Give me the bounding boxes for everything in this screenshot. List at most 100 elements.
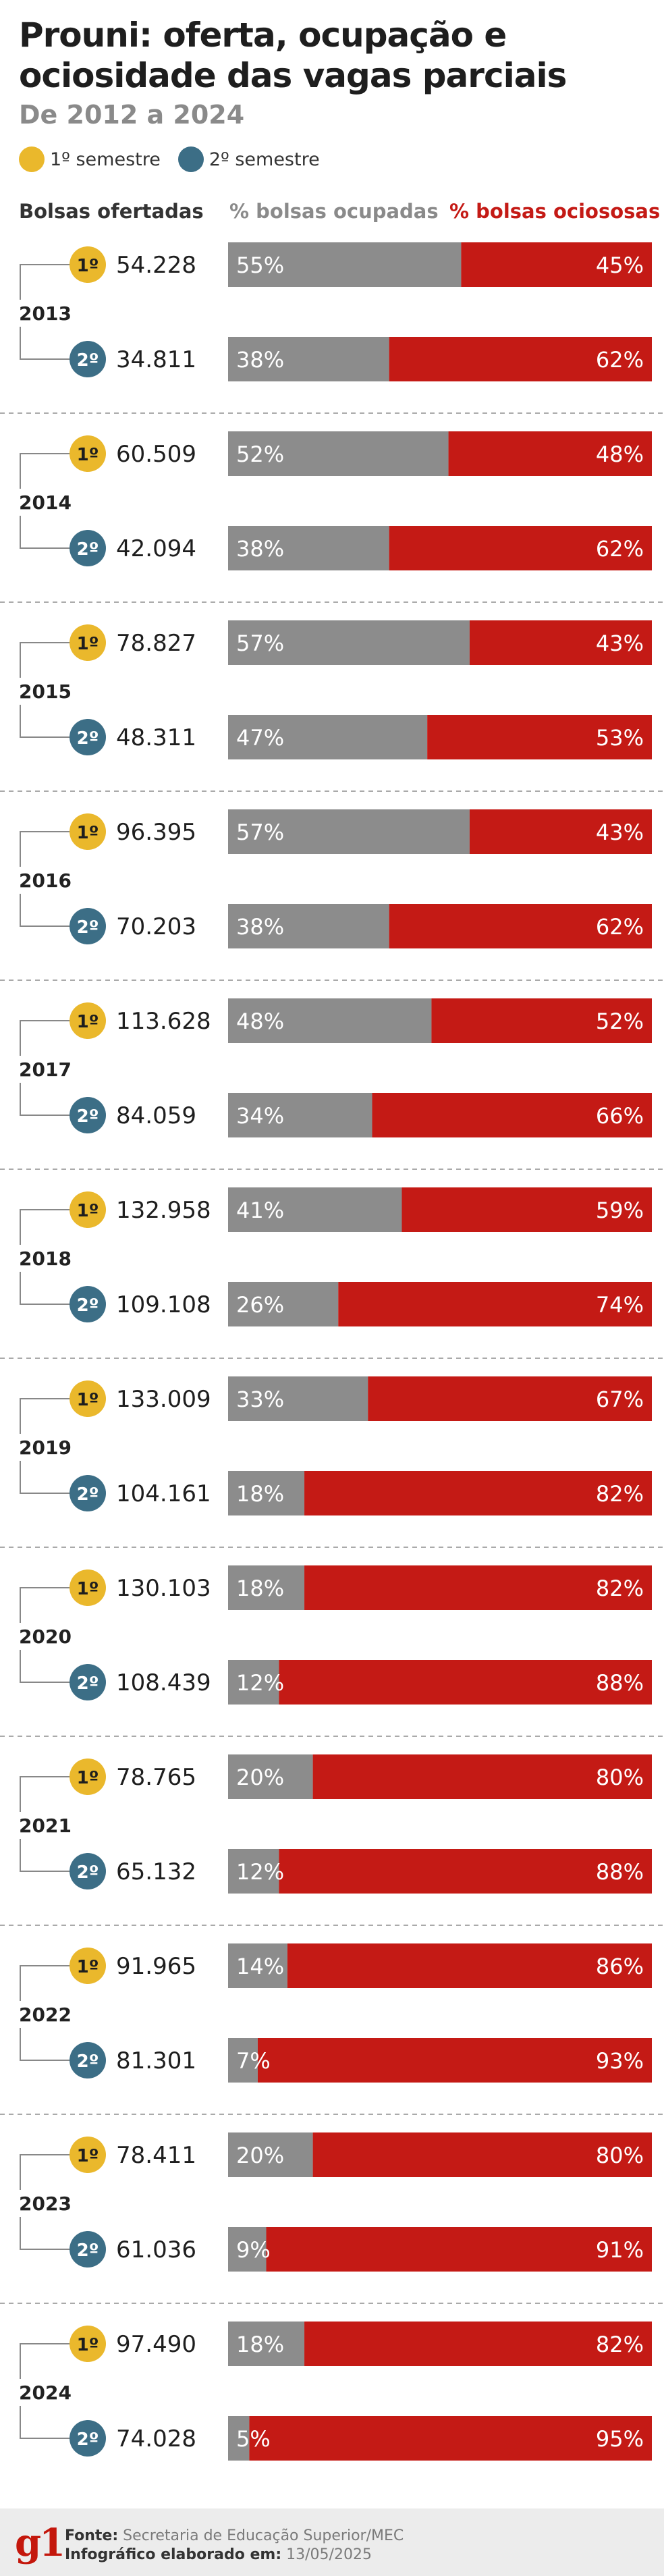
bar-idle-2015-second	[427, 715, 652, 759]
year-label-bg-2013	[13, 300, 74, 327]
label-idle-2022-first: 86%	[596, 1954, 644, 1979]
label-idle-2022-second: 93%	[596, 2048, 644, 2074]
bar-occupied-2021-second	[228, 1849, 279, 1894]
column-header-offered: Bolsas ofertadas	[19, 200, 204, 223]
year-label-2023: 2023	[19, 2193, 72, 2215]
year-label-bg-2014	[13, 489, 74, 516]
bar-idle-2018-first	[402, 1187, 652, 1232]
semester-badge-2020-first	[70, 1569, 106, 1606]
bar-idle-2017-first	[431, 998, 652, 1043]
label-occupied-2023-second: 9%	[236, 2237, 271, 2263]
semester-badge-label-2015-second: 2º	[77, 728, 99, 749]
semester-badge-label-2023-second: 2º	[77, 2240, 99, 2261]
label-idle-2014-first: 48%	[596, 441, 644, 467]
label-occupied-2017-first: 48%	[236, 1009, 284, 1034]
bar-occupied-2013-first	[228, 242, 462, 287]
bar-idle-2020-first	[304, 1565, 652, 1610]
bar-idle-2015-first	[469, 620, 652, 665]
bar-idle-2024-second	[249, 2416, 652, 2461]
label-idle-2024-first: 82%	[596, 2332, 644, 2357]
bar-occupied-2022-first	[228, 1943, 287, 1988]
label-occupied-2013-second: 38%	[236, 347, 284, 373]
offered-value-2018-second: 109.108	[116, 1291, 211, 1318]
label-idle-2018-second: 74%	[596, 1292, 644, 1318]
year-label-2017: 2017	[19, 1058, 72, 1081]
semester-badge-label-2024-second: 2º	[77, 2430, 99, 2450]
label-idle-2019-second: 82%	[596, 1481, 644, 1507]
semester-badge-label-2014-first: 1º	[77, 445, 99, 465]
label-idle-2023-first: 80%	[596, 2143, 644, 2168]
label-idle-2018-first: 59%	[596, 1198, 644, 1223]
bar-occupied-2014-second	[228, 526, 389, 570]
semester-badge-2022-first	[70, 1948, 106, 1984]
offered-value-2023-first: 78.411	[116, 2142, 196, 2169]
semester-badge-2015-first	[70, 624, 106, 661]
bar-occupied-2017-second	[228, 1093, 372, 1137]
year-label-2019: 2019	[19, 1437, 72, 1459]
label-occupied-2016-first: 57%	[236, 820, 284, 845]
semester-badge-label-2019-second: 2º	[77, 1484, 99, 1505]
semester-badge-label-2016-second: 2º	[77, 917, 99, 938]
label-occupied-2022-first: 14%	[236, 1954, 284, 1979]
year-label-2013: 2013	[19, 302, 72, 325]
year-label-bg-2024	[13, 2379, 74, 2406]
label-occupied-2021-first: 20%	[236, 1765, 284, 1790]
g1-logo: g1	[15, 2521, 65, 2565]
semester-badge-label-2015-first: 1º	[77, 634, 99, 654]
legend-second-semester-dot	[177, 146, 204, 172]
label-idle-2021-second: 88%	[596, 1859, 644, 1885]
bar-idle-2023-second	[266, 2227, 652, 2272]
legend: 1º semestre 2º semestre	[19, 143, 337, 176]
year-label-2022: 2022	[19, 2004, 72, 2026]
bar-idle-2013-second	[389, 337, 652, 381]
year-label-bg-2021	[13, 1812, 74, 1839]
bar-idle-2020-second	[279, 1660, 652, 1705]
semester-badge-label-2017-first: 1º	[77, 1012, 99, 1032]
label-occupied-2023-first: 20%	[236, 2143, 284, 2168]
year-label-bg-2017	[13, 1056, 74, 1083]
semester-badge-2024-first	[70, 2326, 106, 2362]
bar-occupied-2019-first	[228, 1376, 368, 1421]
semester-badge-2013-second	[70, 341, 106, 377]
bar-occupied-2014-first	[228, 431, 449, 476]
footer-credit-value: 13/05/2025	[286, 2546, 372, 2563]
semester-badge-label-2022-first: 1º	[77, 1957, 99, 1977]
semester-badge-label-2020-first: 1º	[77, 1579, 99, 1599]
year-label-bg-2016	[13, 867, 74, 894]
offered-value-2013-first: 54.228	[116, 252, 196, 279]
bar-idle-2024-first	[304, 2322, 652, 2366]
semester-badge-label-2018-first: 1º	[77, 1201, 99, 1221]
label-idle-2013-first: 45%	[596, 252, 644, 278]
semester-badge-label-2016-first: 1º	[77, 823, 99, 843]
label-idle-2017-first: 52%	[596, 1009, 644, 1034]
label-occupied-2015-first: 57%	[236, 630, 284, 656]
bar-occupied-2022-second	[228, 2038, 258, 2083]
offered-value-2017-second: 84.059	[116, 1102, 196, 1129]
legend-first-semester-label: 1º semestre	[50, 149, 161, 170]
bar-occupied-2023-first	[228, 2132, 313, 2177]
bar-idle-2014-second	[389, 526, 652, 570]
semester-badge-2017-first	[70, 1002, 106, 1039]
bar-idle-2018-second	[338, 1282, 652, 1326]
semester-badge-2023-second	[70, 2231, 106, 2268]
label-idle-2016-second: 62%	[596, 914, 644, 940]
column-header-occupied: % bolsas ocupadas	[229, 200, 439, 223]
semester-badge-2020-second	[70, 1664, 106, 1700]
label-occupied-2013-first: 55%	[236, 252, 284, 278]
semester-badge-label-2014-second: 2º	[77, 539, 99, 560]
bar-occupied-2016-first	[228, 809, 470, 854]
offered-value-2017-first: 113.628	[116, 1008, 211, 1035]
bar-idle-2023-first	[312, 2132, 652, 2177]
chart-subtitle: De 2012 a 2024	[19, 100, 245, 130]
offered-value-2015-first: 78.827	[116, 630, 196, 657]
year-label-2018: 2018	[19, 1247, 72, 1270]
chart-title: Prouni: oferta, ocupação e ociosidade da…	[19, 16, 567, 95]
bar-occupied-2023-second	[228, 2227, 267, 2272]
year-label-bg-2023	[13, 2190, 74, 2217]
semester-badge-2021-second	[70, 1853, 106, 1889]
label-occupied-2020-second: 12%	[236, 1670, 284, 1696]
legend-first-semester-dot	[19, 146, 45, 172]
label-idle-2013-second: 62%	[596, 347, 644, 373]
label-idle-2024-second: 95%	[596, 2426, 644, 2452]
semester-badge-label-2023-first: 1º	[77, 2146, 99, 2166]
